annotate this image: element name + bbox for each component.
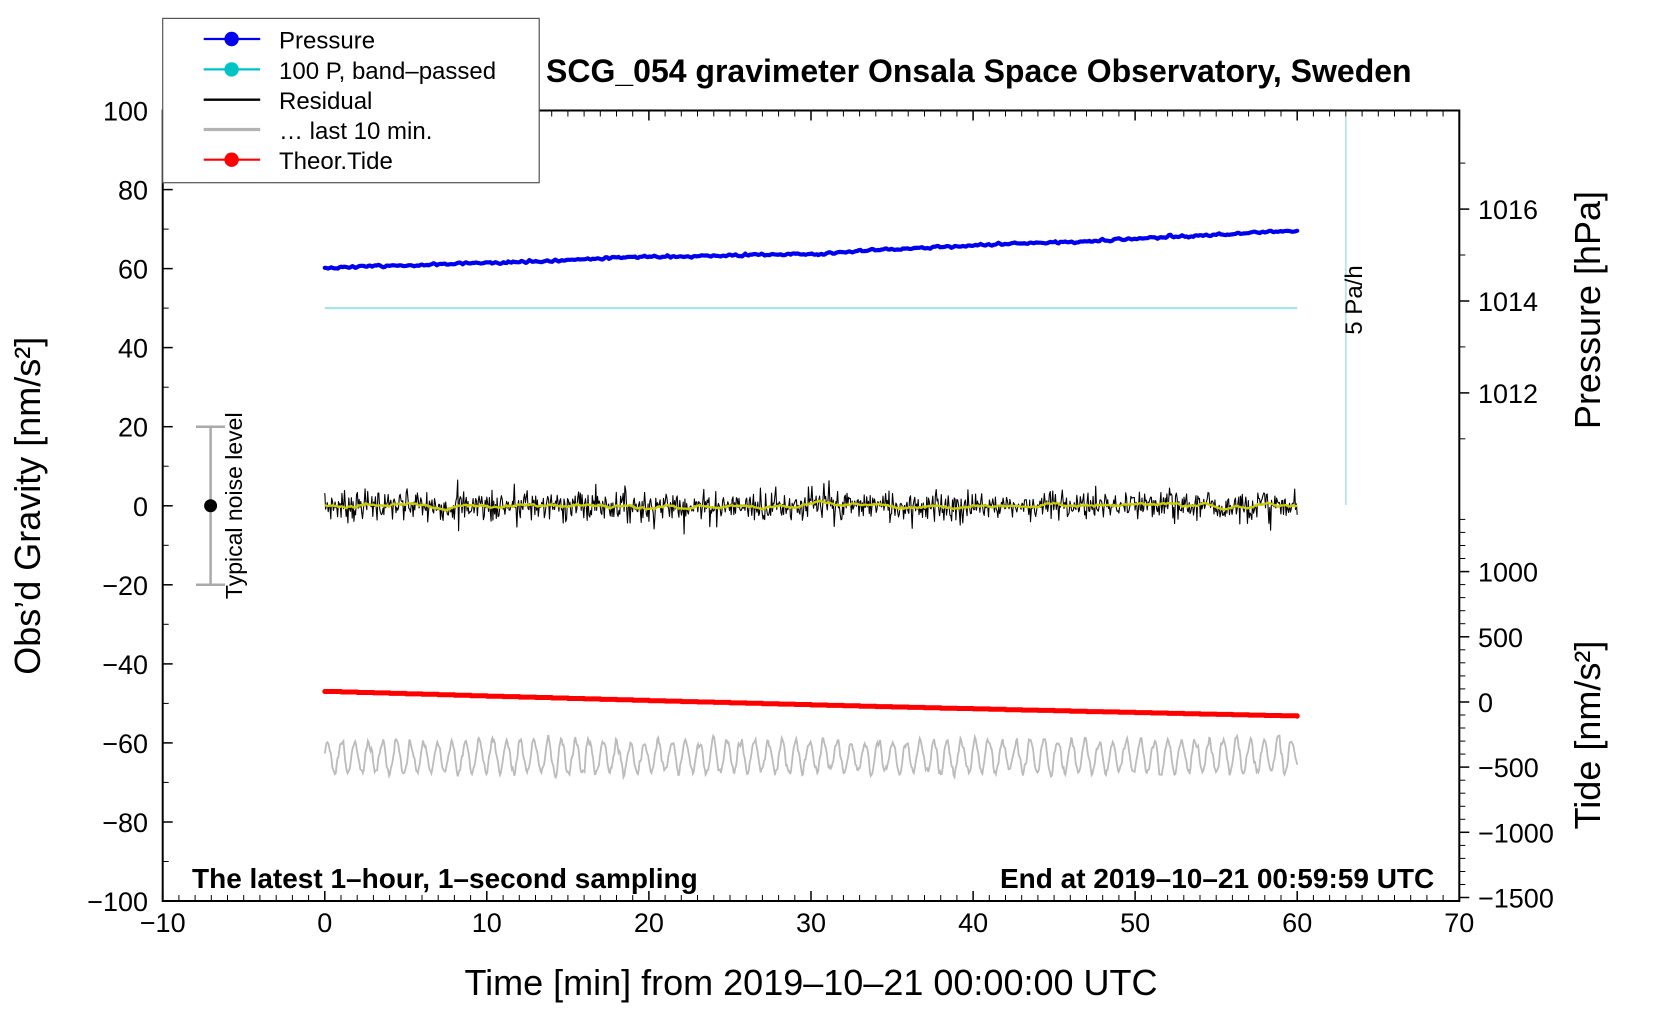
svg-text:The latest 1–hour, 1–second sa: The latest 1–hour, 1–second sampling bbox=[192, 863, 698, 894]
svg-text:80: 80 bbox=[118, 176, 148, 206]
svg-text:0: 0 bbox=[317, 908, 332, 938]
svg-text:Pressure: Pressure bbox=[279, 28, 375, 55]
svg-text:60: 60 bbox=[118, 255, 148, 285]
svg-text:20: 20 bbox=[118, 413, 148, 443]
svg-text:1016: 1016 bbox=[1478, 195, 1538, 225]
svg-text:SCG_054 gravimeter Onsala Spac: SCG_054 gravimeter Onsala Space Observat… bbox=[546, 53, 1412, 89]
svg-text:−1000: −1000 bbox=[1478, 818, 1554, 848]
svg-text:−40: −40 bbox=[102, 650, 148, 680]
svg-text:−20: −20 bbox=[102, 571, 148, 601]
svg-text:100 P, band–passed: 100 P, band–passed bbox=[279, 58, 496, 85]
svg-text:1014: 1014 bbox=[1478, 287, 1538, 317]
svg-text:Obs’d Gravity [nm/s²]: Obs’d Gravity [nm/s²] bbox=[7, 337, 48, 675]
svg-text:40: 40 bbox=[958, 908, 988, 938]
svg-text:0: 0 bbox=[1478, 688, 1493, 718]
svg-text:−500: −500 bbox=[1478, 753, 1539, 783]
svg-text:100: 100 bbox=[103, 97, 148, 127]
svg-text:70: 70 bbox=[1444, 908, 1474, 938]
svg-text:40: 40 bbox=[118, 334, 148, 364]
svg-text:… last 10 min.: … last 10 min. bbox=[279, 118, 432, 145]
svg-text:−1500: −1500 bbox=[1478, 884, 1554, 914]
svg-text:−80: −80 bbox=[102, 808, 148, 838]
svg-text:1000: 1000 bbox=[1478, 558, 1538, 588]
svg-text:5 Pa/h: 5 Pa/h bbox=[1341, 265, 1368, 334]
svg-text:0: 0 bbox=[133, 492, 148, 522]
svg-text:Time [min] from 2019–10–21 00:: Time [min] from 2019–10–21 00:00:00 UTC bbox=[464, 962, 1157, 1003]
svg-text:Typical noise level: Typical noise level bbox=[221, 412, 247, 599]
svg-text:Residual: Residual bbox=[279, 88, 372, 115]
svg-text:50: 50 bbox=[1120, 908, 1150, 938]
svg-text:−100: −100 bbox=[87, 887, 148, 917]
svg-text:−60: −60 bbox=[102, 729, 148, 759]
svg-text:1012: 1012 bbox=[1478, 379, 1538, 409]
svg-text:60: 60 bbox=[1282, 908, 1312, 938]
svg-text:Pressure [hPa]: Pressure [hPa] bbox=[1567, 191, 1608, 429]
svg-text:Theor.Tide: Theor.Tide bbox=[279, 148, 393, 175]
svg-text:10: 10 bbox=[472, 908, 502, 938]
svg-text:500: 500 bbox=[1478, 623, 1523, 653]
svg-text:30: 30 bbox=[796, 908, 826, 938]
svg-text:End at 2019–10–21 00:59:59 UTC: End at 2019–10–21 00:59:59 UTC bbox=[1000, 863, 1434, 894]
svg-text:20: 20 bbox=[634, 908, 664, 938]
svg-text:Tide [nm/s²]: Tide [nm/s²] bbox=[1567, 641, 1608, 830]
